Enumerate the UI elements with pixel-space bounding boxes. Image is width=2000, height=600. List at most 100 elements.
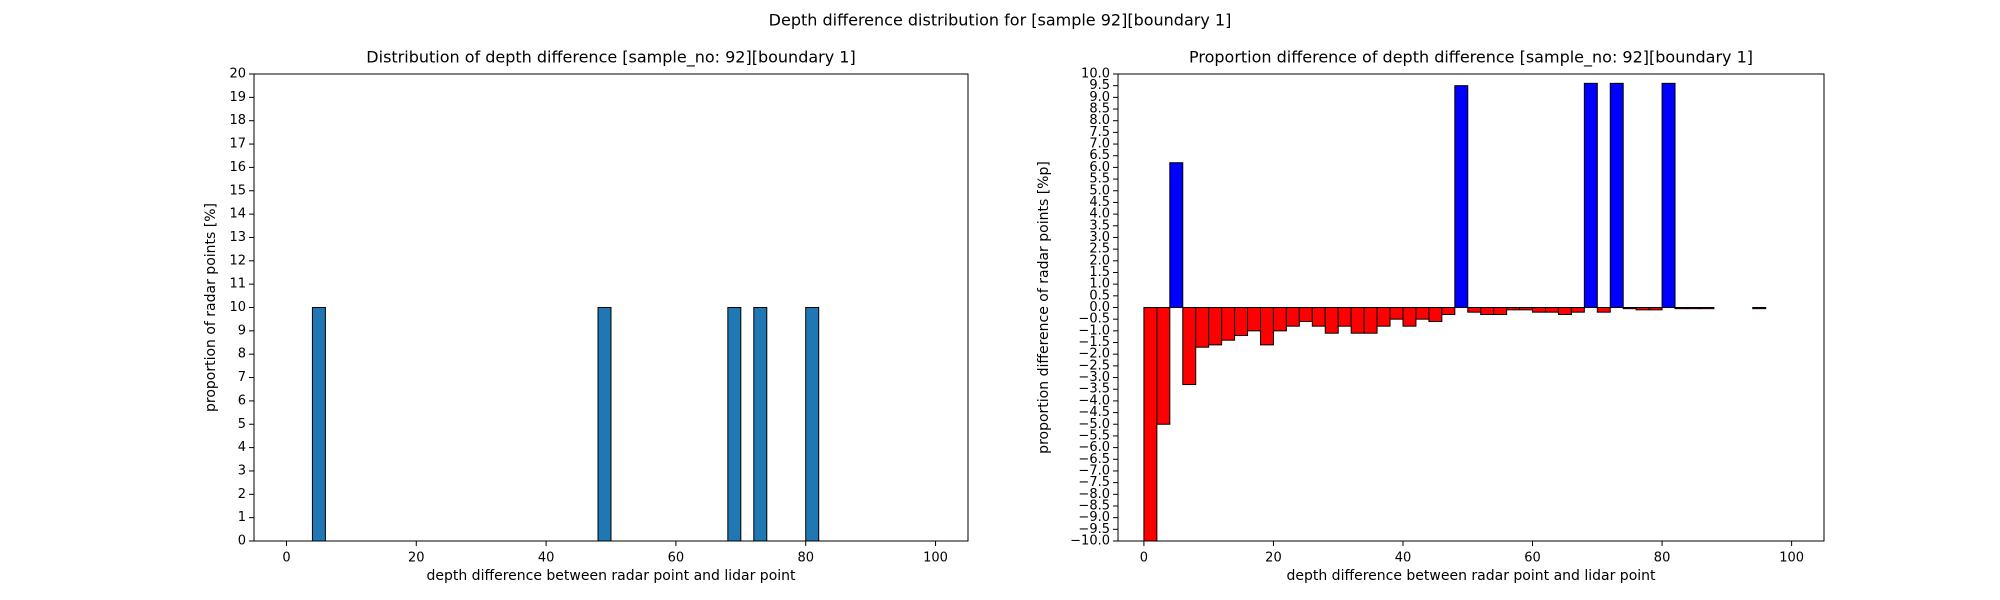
bar [1583,82,1598,308]
bar [1156,307,1171,425]
y-tick-label: 2.5 [1089,242,1110,257]
y-tick-label: −3.0 [1078,370,1110,385]
x-axis-label: depth difference between radar point and… [426,568,796,584]
y-tick-label: 14 [229,207,246,222]
y-tick-label: 17 [229,137,246,152]
y-tick-label: −8.0 [1078,487,1110,502]
y-tick-label: 5 [238,417,246,432]
bar [1635,307,1650,311]
bar [1285,307,1300,327]
y-tick-label: 1.0 [1089,277,1110,292]
bar [1674,307,1689,310]
y-tick-label: 9.5 [1089,78,1110,93]
plot-area [1143,82,1767,541]
x-tick-label: 40 [1395,551,1412,566]
y-tick-label: 11 [229,277,246,292]
y-tick-label: −6.5 [1078,452,1110,467]
bar [1454,85,1469,308]
x-axis-label: depth difference between radar point and… [1286,568,1656,584]
y-tick-label: 6.5 [1089,148,1110,163]
bar [1687,307,1702,310]
x-tick-label: 20 [1265,551,1282,566]
y-tick-label: 6 [238,393,246,408]
y-tick-label: 12 [229,253,246,268]
bar [1234,307,1249,337]
bar [1143,307,1158,541]
y-tick-label: −2.5 [1078,358,1110,373]
bar [1506,307,1521,311]
bar [1596,307,1611,313]
y-tick-label: 3 [238,463,246,478]
bar [597,307,612,541]
bar [753,307,768,541]
y-tick-label: −5.0 [1078,417,1110,432]
bar [1311,307,1326,327]
bar [1467,307,1482,313]
bar [1221,307,1236,341]
bar [1700,307,1715,310]
bar [1428,307,1443,323]
bar [1402,307,1417,327]
bar [1532,307,1546,313]
bar [1337,307,1352,327]
y-tick-label: −3.5 [1078,382,1110,397]
y-tick-label: 5.0 [1089,183,1110,198]
x-tick-label: 80 [797,551,814,566]
y-tick-label: −10.0 [1070,534,1110,549]
y-tick-label: 8.5 [1089,102,1110,117]
bar [1480,307,1495,316]
x-tick-label: 20 [408,551,425,566]
bar [1493,307,1508,316]
bar [1376,307,1391,327]
y-tick-label: 10 [229,300,246,315]
y-tick-label: 4.5 [1089,195,1110,210]
bar [1350,307,1365,334]
bar [1324,307,1339,334]
y-tick-label: 7.5 [1089,125,1110,140]
figure-title: Depth difference distribution for [sampl… [769,11,1232,30]
y-tick-label: −1.0 [1078,323,1110,338]
chart-title: Proportion difference of depth differenc… [1189,48,1753,68]
bar [1415,307,1430,320]
y-tick-label: 8.0 [1089,113,1110,128]
x-tick-label: 100 [923,551,948,566]
bar [1441,307,1456,316]
bar [1259,307,1274,346]
bar [1363,307,1378,334]
y-tick-label: 0 [238,534,246,549]
bar [1389,307,1404,320]
y-tick-label: 0.0 [1089,300,1110,315]
y-tick-label: 2 [238,487,246,502]
bar [1544,307,1559,313]
plot-area [311,307,820,541]
y-tick-label: 19 [229,90,246,105]
y-tick-label: 7 [238,370,246,385]
x-tick-label: 0 [1140,551,1148,566]
bar [311,307,326,541]
y-tick-label: −1.5 [1078,335,1110,350]
y-tick-label: −4.5 [1078,405,1110,420]
y-tick-label: 3.5 [1089,218,1110,233]
bar [1609,82,1624,308]
y-tick-label: 6.0 [1089,160,1110,175]
bar [1272,307,1287,332]
bar [1247,307,1261,332]
y-tick-label: 4.0 [1089,207,1110,222]
y-tick-label: 7.0 [1089,137,1110,152]
y-tick-label: 13 [229,230,246,245]
y-tick-label: 16 [229,160,246,175]
y-axis-label: proportion difference of radar points [%… [1036,161,1052,454]
x-tick-label: 80 [1654,551,1671,566]
bar [1661,82,1676,308]
bar [1208,307,1223,346]
y-tick-label: −2.0 [1078,347,1110,362]
bar [1752,307,1767,310]
y-tick-label: 0.5 [1089,288,1110,303]
bar [805,307,820,541]
y-tick-label: −8.5 [1078,498,1110,513]
y-tick-label: −9.5 [1078,522,1110,537]
y-tick-label: 4 [238,440,246,455]
bar [1182,307,1197,386]
y-tick-label: −6.0 [1078,440,1110,455]
x-tick-label: 60 [668,551,685,566]
